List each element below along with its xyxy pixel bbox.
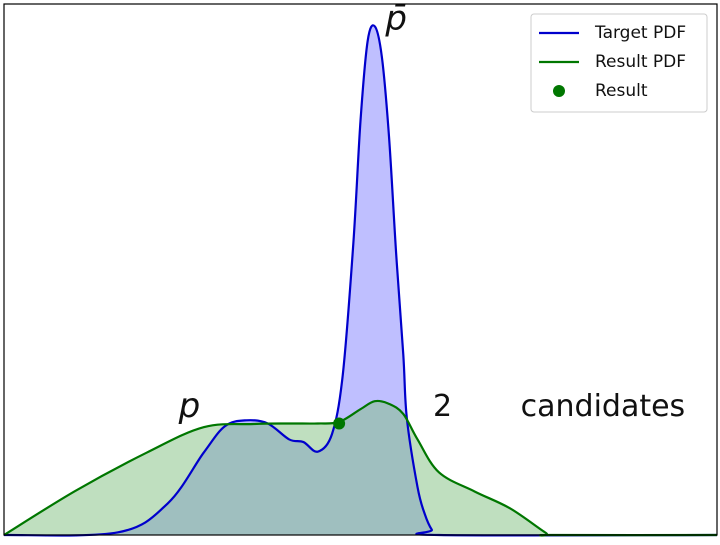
- legend-swatch-result: [553, 85, 565, 97]
- annotations: p̄ p 2 candidates: [178, 0, 686, 426]
- annotation-p: p: [178, 386, 201, 426]
- legend: Target PDF Result PDF Result: [530, 13, 708, 113]
- result-pdf-area: [4, 400, 717, 536]
- annotation-pbar: p̄: [384, 0, 407, 38]
- legend-box: [530, 13, 708, 113]
- series-lines: [3, 24, 718, 537]
- legend-label-target-pdf: Target PDF: [594, 23, 686, 43]
- result-pdf-line: [3, 399, 718, 537]
- annotation-count: 2: [433, 389, 452, 424]
- legend-label-result: Result: [595, 81, 648, 101]
- target-pdf-area: [4, 25, 717, 536]
- area-fills: [4, 25, 717, 536]
- plot-frame: [3, 3, 718, 536]
- legend-label-result-pdf: Result PDF: [595, 52, 686, 72]
- target-pdf-line: [3, 24, 718, 537]
- annotation-candidates: candidates: [521, 389, 686, 424]
- result-points: [333, 417, 346, 430]
- result-point: [333, 417, 346, 430]
